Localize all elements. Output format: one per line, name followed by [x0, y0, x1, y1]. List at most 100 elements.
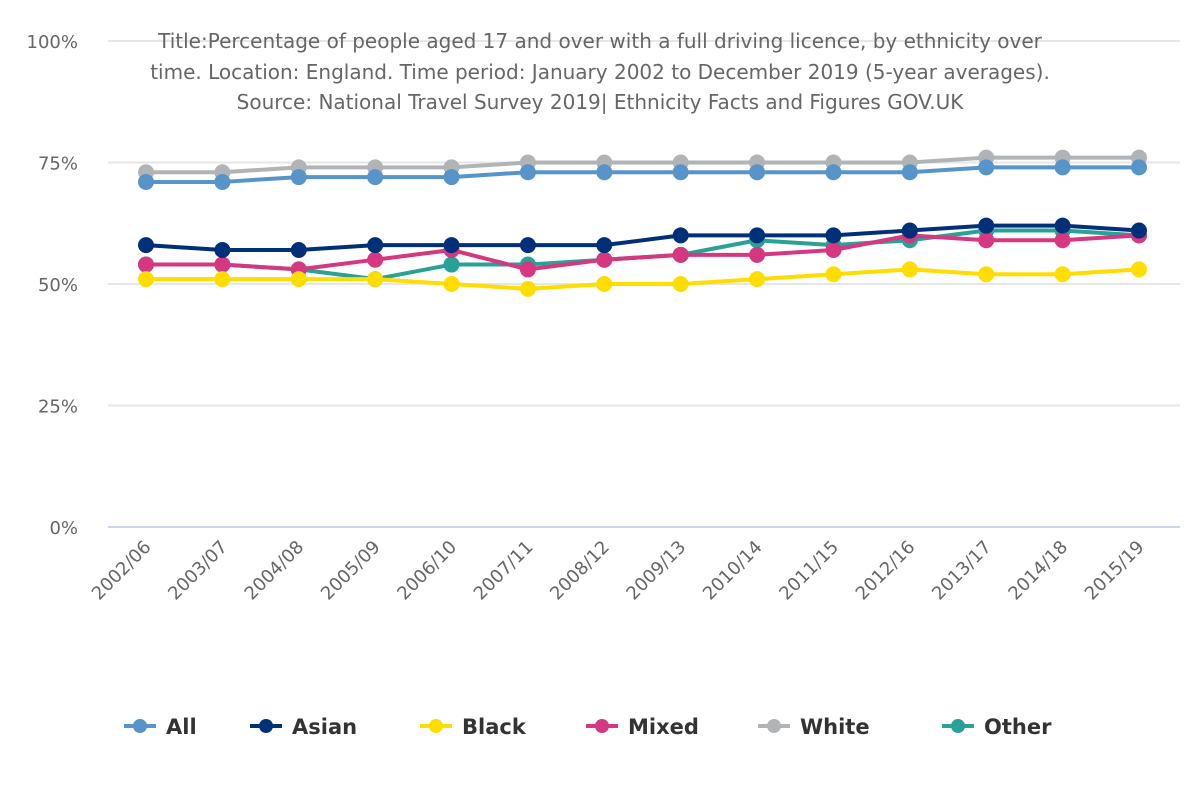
data-point-black[interactable] [1131, 261, 1147, 278]
series-line-all [144, 165, 1141, 184]
series-line-mixed [144, 233, 1141, 272]
data-point-all[interactable] [138, 173, 154, 190]
legend-marker-all [133, 719, 147, 733]
legend: All Asian Black Mixed White Other [124, 715, 1052, 739]
y-tick-label: 100% [27, 32, 78, 53]
data-point-all[interactable] [825, 164, 842, 181]
data-point-asian[interactable] [901, 222, 918, 239]
title-line-3: Source: National Travel Survey 2019| Eth… [237, 90, 965, 114]
data-point-all[interactable] [367, 169, 384, 186]
legend-label-mixed: Mixed [628, 715, 699, 739]
data-point-black[interactable] [596, 276, 613, 292]
legend-marker-black [429, 719, 443, 733]
series-line-black [144, 267, 1141, 291]
legend-marker-asian [259, 719, 273, 733]
x-tick-label: 2003/07 [164, 537, 232, 605]
data-point-all[interactable] [672, 164, 689, 181]
data-point-black[interactable] [214, 271, 231, 288]
x-tick-label: 2010/14 [699, 537, 767, 605]
x-tick-label: 2011/15 [775, 537, 843, 605]
legend-item-black[interactable]: Black [420, 715, 527, 739]
data-point-asian[interactable] [443, 237, 460, 254]
legend-item-all[interactable]: All [124, 715, 197, 739]
legend-label-black: Black [462, 715, 527, 739]
legend-marker-mixed [595, 719, 609, 733]
series-all [138, 159, 1147, 190]
data-point-asian[interactable] [214, 241, 231, 258]
x-tick-label: 2005/09 [317, 537, 385, 605]
data-point-asian[interactable] [978, 217, 995, 234]
data-point-all[interactable] [1131, 159, 1147, 176]
data-point-asian[interactable] [367, 237, 384, 254]
data-point-black[interactable] [825, 266, 842, 283]
data-point-all[interactable] [443, 169, 460, 186]
data-point-black[interactable] [901, 261, 918, 278]
legend-label-all: All [166, 715, 197, 739]
data-point-all[interactable] [519, 164, 536, 181]
y-axis-ticks: 0% 25% 50% 75% 100% [27, 32, 78, 539]
x-tick-label: 2008/12 [546, 537, 614, 605]
x-axis-ticks: 2002/06 2003/07 2004/08 2005/09 2006/10 2007/… [88, 537, 1149, 605]
data-point-black[interactable] [519, 280, 536, 297]
data-point-mixed[interactable] [749, 246, 766, 263]
x-tick-label: 2006/10 [393, 537, 461, 605]
data-point-mixed[interactable] [519, 261, 536, 278]
data-point-black[interactable] [443, 276, 460, 292]
data-point-black[interactable] [1054, 266, 1071, 283]
x-tick-label: 2009/13 [623, 537, 691, 605]
data-point-all[interactable] [749, 164, 766, 181]
title-line-1: Title:Percentage of people aged 17 and o… [157, 29, 1043, 53]
series-group [138, 149, 1147, 297]
legend-item-white[interactable]: White [758, 715, 870, 739]
legend-item-asian[interactable]: Asian [250, 715, 357, 739]
data-point-mixed[interactable] [978, 232, 995, 249]
chart-title: Title:Percentage of people aged 17 and o… [150, 29, 1050, 114]
legend-label-other: Other [984, 715, 1052, 739]
data-point-mixed[interactable] [1054, 232, 1071, 249]
data-point-black[interactable] [978, 266, 995, 283]
data-point-asian[interactable] [1131, 222, 1147, 239]
y-tick-label: 75% [38, 154, 78, 175]
data-point-all[interactable] [290, 169, 307, 186]
data-point-mixed[interactable] [367, 251, 384, 268]
data-point-asian[interactable] [138, 237, 154, 254]
data-point-mixed[interactable] [214, 256, 231, 273]
x-tick-label: 2014/18 [1004, 537, 1072, 605]
data-point-mixed[interactable] [596, 251, 613, 268]
legend-item-other[interactable]: Other [942, 715, 1052, 739]
data-point-black[interactable] [672, 276, 689, 292]
series-white [138, 149, 1147, 181]
data-point-mixed[interactable] [138, 256, 154, 273]
data-point-black[interactable] [138, 271, 154, 288]
x-tick-label: 2013/17 [928, 537, 996, 605]
data-point-asian[interactable] [749, 227, 766, 244]
series-asian [138, 217, 1147, 258]
data-point-black[interactable] [367, 271, 384, 288]
data-point-black[interactable] [749, 271, 766, 288]
data-point-all[interactable] [1054, 159, 1071, 176]
data-point-all[interactable] [901, 164, 918, 181]
data-point-other[interactable] [443, 256, 460, 273]
data-point-asian[interactable] [519, 237, 536, 254]
data-point-black[interactable] [290, 271, 307, 288]
x-tick-label: 2012/16 [852, 537, 920, 605]
data-point-asian[interactable] [825, 227, 842, 244]
legend-marker-other [951, 719, 965, 733]
data-point-asian[interactable] [1054, 217, 1071, 234]
data-point-asian[interactable] [672, 227, 689, 244]
data-point-asian[interactable] [290, 241, 307, 258]
y-tick-label: 50% [38, 275, 78, 296]
data-point-asian[interactable] [596, 237, 613, 254]
data-point-mixed[interactable] [672, 246, 689, 263]
data-point-all[interactable] [214, 173, 231, 190]
data-point-all[interactable] [978, 159, 995, 176]
data-point-all[interactable] [596, 164, 613, 181]
legend-label-asian: Asian [292, 715, 357, 739]
x-tick-label: 2002/06 [88, 537, 156, 605]
legend-marker-white [767, 719, 781, 733]
legend-item-mixed[interactable]: Mixed [586, 715, 699, 739]
data-point-mixed[interactable] [825, 241, 842, 258]
x-tick-label: 2015/19 [1081, 537, 1149, 605]
series-line-asian [144, 223, 1141, 252]
